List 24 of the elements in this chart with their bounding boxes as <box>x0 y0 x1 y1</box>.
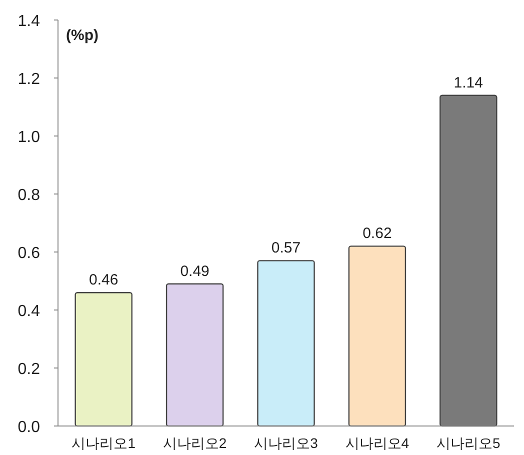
y-tick-label: 1.4 <box>18 13 40 30</box>
y-tick-label: 1.0 <box>18 129 40 146</box>
y-tick-label: 0.2 <box>18 361 40 378</box>
data-label: 0.62 <box>362 225 392 242</box>
data-label: 1.14 <box>454 74 483 92</box>
x-tick-label: 시나리오5 <box>436 435 500 451</box>
data-label: 0.49 <box>180 262 210 280</box>
bar <box>74 292 132 427</box>
x-tick-label: 시나리오2 <box>162 435 227 451</box>
x-tick-label: 시나리오3 <box>254 435 318 451</box>
x-tick-label: 시나리오4 <box>345 435 410 451</box>
bar <box>166 283 224 427</box>
y-axis-title: (%p) <box>66 27 98 44</box>
x-tick-label: 시나리오1 <box>72 435 136 451</box>
y-tick-label: 0.4 <box>18 303 40 320</box>
bar <box>257 260 315 427</box>
y-tick-label: 0.8 <box>18 187 40 204</box>
data-label: 0.57 <box>271 240 301 257</box>
y-tick-label: 0.6 <box>18 245 40 262</box>
data-label: 0.46 <box>89 272 118 289</box>
bar <box>440 94 498 427</box>
bar <box>348 246 406 427</box>
y-tick-label: 0.0 <box>18 419 40 436</box>
y-tick-label: 1.2 <box>18 71 40 88</box>
